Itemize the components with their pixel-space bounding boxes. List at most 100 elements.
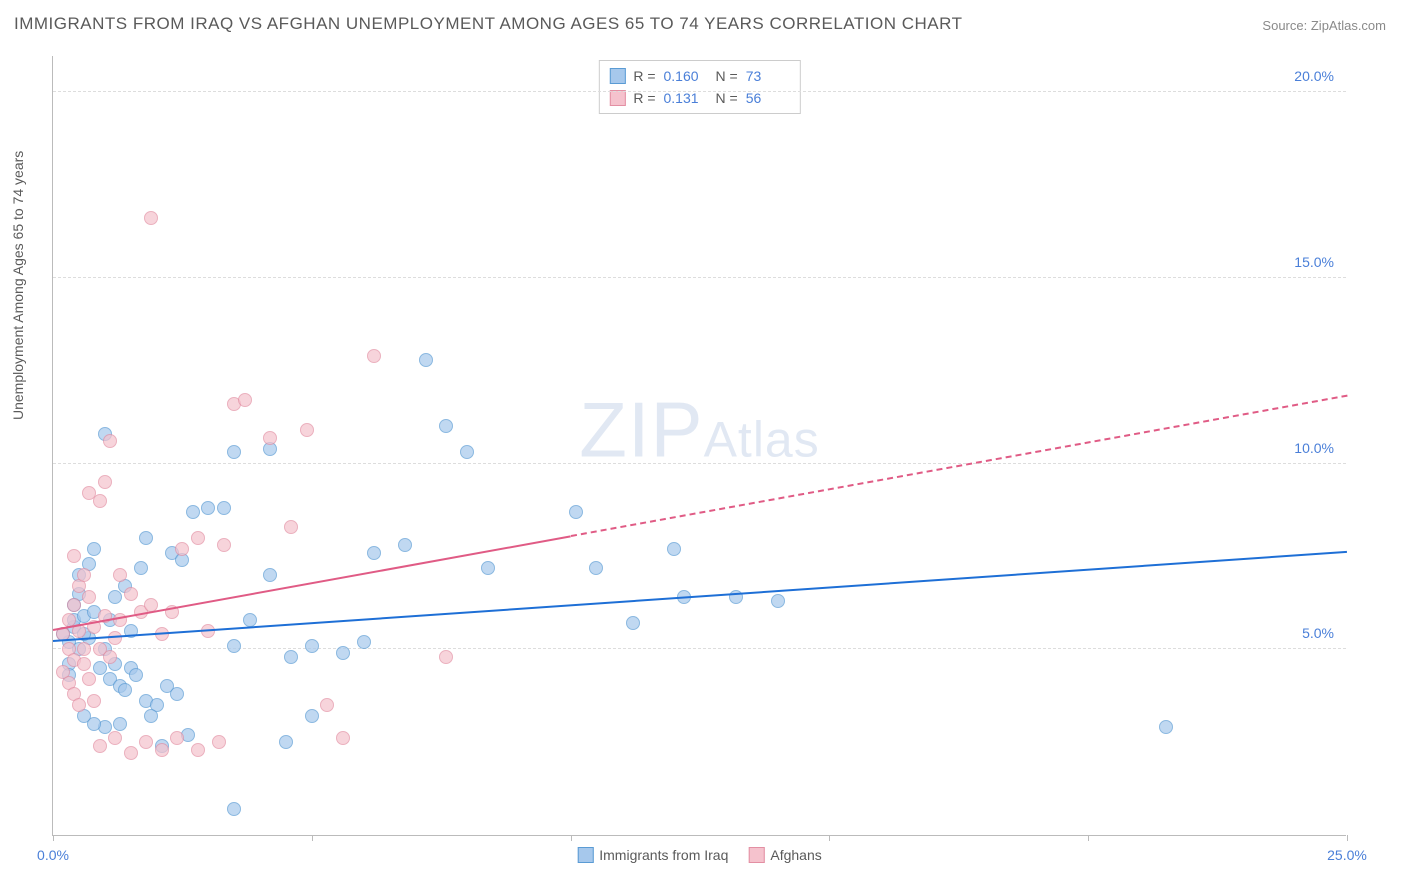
y-tick-label: 15.0%: [1294, 254, 1334, 270]
data-point: [1159, 720, 1173, 734]
data-point: [243, 613, 257, 627]
legend-row-iraq: R = 0.160 N = 73: [609, 65, 789, 87]
data-point: [103, 434, 117, 448]
data-point: [170, 687, 184, 701]
data-point: [439, 419, 453, 433]
data-point: [212, 735, 226, 749]
x-tick-mark: [1088, 835, 1089, 841]
data-point: [217, 501, 231, 515]
data-point: [284, 650, 298, 664]
data-point: [113, 568, 127, 582]
data-point: [367, 349, 381, 363]
data-point: [82, 590, 96, 604]
x-tick-mark: [829, 835, 830, 841]
data-point: [67, 549, 81, 563]
data-point: [439, 650, 453, 664]
data-point: [124, 587, 138, 601]
x-tick-mark: [312, 835, 313, 841]
data-point: [82, 672, 96, 686]
data-point: [98, 475, 112, 489]
data-point: [72, 698, 86, 712]
data-point: [217, 538, 231, 552]
x-tick-mark: [1347, 835, 1348, 841]
data-point: [191, 531, 205, 545]
data-point: [170, 731, 184, 745]
x-tick-mark: [53, 835, 54, 841]
data-point: [667, 542, 681, 556]
n-label: N =: [716, 65, 738, 87]
data-point: [77, 657, 91, 671]
legend-swatch-icon: [577, 847, 593, 863]
data-point: [398, 538, 412, 552]
trend-line: [53, 551, 1347, 642]
data-point: [124, 746, 138, 760]
data-point: [175, 542, 189, 556]
data-point: [113, 717, 127, 731]
grid-line: [53, 463, 1346, 464]
data-point: [336, 646, 350, 660]
data-point: [139, 735, 153, 749]
n-value-iraq: 73: [746, 65, 790, 87]
y-axis-label: Unemployment Among Ages 65 to 74 years: [10, 151, 26, 420]
data-point: [460, 445, 474, 459]
data-point: [357, 635, 371, 649]
data-point: [144, 211, 158, 225]
watermark-sub: Atlas: [704, 411, 820, 467]
x-tick-mark: [571, 835, 572, 841]
data-point: [108, 590, 122, 604]
data-point: [227, 639, 241, 653]
legend-swatch-afghans: [609, 90, 625, 106]
plot-area: ZIPAtlas R = 0.160 N = 73 R = 0.131 N = …: [52, 56, 1346, 836]
data-point: [134, 561, 148, 575]
legend-item-afghans: Afghans: [748, 847, 821, 863]
legend-swatch-iraq: [609, 68, 625, 84]
data-point: [108, 731, 122, 745]
data-point: [300, 423, 314, 437]
data-point: [93, 494, 107, 508]
data-point: [367, 546, 381, 560]
grid-line: [53, 648, 1346, 649]
data-point: [87, 694, 101, 708]
data-point: [129, 668, 143, 682]
x-tick-label: 25.0%: [1327, 847, 1367, 863]
grid-line: [53, 91, 1346, 92]
data-point: [569, 505, 583, 519]
correlation-legend: R = 0.160 N = 73 R = 0.131 N = 56: [598, 60, 800, 114]
data-point: [118, 683, 132, 697]
data-point: [227, 802, 241, 816]
data-point: [626, 616, 640, 630]
data-point: [263, 568, 277, 582]
y-tick-label: 10.0%: [1294, 440, 1334, 456]
x-tick-label: 0.0%: [37, 847, 69, 863]
data-point: [336, 731, 350, 745]
legend-label-iraq: Immigrants from Iraq: [599, 847, 728, 863]
series-legend: Immigrants from Iraq Afghans: [577, 847, 822, 863]
legend-swatch-icon: [748, 847, 764, 863]
chart-title: IMMIGRANTS FROM IRAQ VS AFGHAN UNEMPLOYM…: [14, 14, 962, 34]
source-attribution: Source: ZipAtlas.com: [1262, 18, 1386, 33]
legend-label-afghans: Afghans: [770, 847, 821, 863]
data-point: [144, 709, 158, 723]
data-point: [284, 520, 298, 534]
data-point: [103, 650, 117, 664]
data-point: [419, 353, 433, 367]
data-point: [93, 739, 107, 753]
data-point: [227, 445, 241, 459]
data-point: [67, 598, 81, 612]
data-point: [771, 594, 785, 608]
grid-line: [53, 277, 1346, 278]
data-point: [305, 709, 319, 723]
watermark-main: ZIP: [579, 385, 703, 473]
data-point: [279, 735, 293, 749]
data-point: [201, 501, 215, 515]
data-point: [305, 639, 319, 653]
data-point: [186, 505, 200, 519]
trend-line: [570, 395, 1347, 537]
y-tick-label: 5.0%: [1302, 625, 1334, 641]
chart-container: IMMIGRANTS FROM IRAQ VS AFGHAN UNEMPLOYM…: [0, 0, 1406, 892]
data-point: [263, 431, 277, 445]
r-label: R =: [633, 65, 655, 87]
r-value-iraq: 0.160: [664, 65, 708, 87]
data-point: [108, 631, 122, 645]
data-point: [481, 561, 495, 575]
